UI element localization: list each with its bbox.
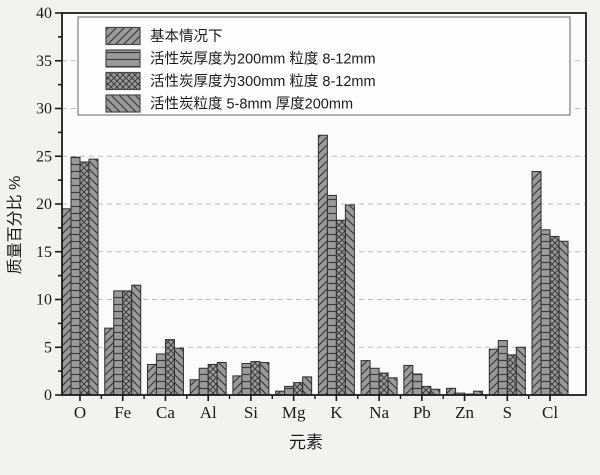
x-category-label: Pb [413,403,431,422]
bar [216,362,227,396]
y-tick-label: 30 [36,101,52,118]
legend-box [77,16,571,116]
x-category-label: S [503,403,512,422]
y-axis-title: 质量百分比 % [6,176,24,275]
legend-swatch-horizontal [105,49,141,68]
legend-swatch-diagonal-backward [105,94,141,113]
bar [173,347,184,396]
bar [88,158,99,396]
bar [497,340,508,396]
axes: 0 5 10 15 20 25 30 35 40 O Fe Ca Al Si Mg K Na Pb Zn S Cl [36,5,587,422]
bar [198,367,209,396]
y-tick-label: 5 [44,339,52,356]
bar [421,385,432,396]
bar [488,348,499,396]
bar [131,284,142,396]
bar [387,377,398,396]
bar [412,373,423,396]
bar [250,361,261,396]
x-category-label: O [74,403,86,422]
bar [207,363,218,396]
bar [558,240,569,396]
legend-label: 基本情况下 [150,28,223,45]
x-category-label: Fe [114,403,131,422]
bar [79,161,90,396]
bar [61,208,72,396]
legend-label: 活性炭厚度为200mm 粒度 8-12mm [150,51,376,68]
bar [113,290,124,396]
legend-swatch-crosshatch [105,71,141,91]
x-category-label: Na [369,403,389,422]
bar [335,219,346,396]
bar [293,382,304,396]
bar [540,229,551,396]
legend-item: 活性炭厚度为300mm 粒度 8-12mm [105,71,376,91]
y-tick-label: 20 [36,196,52,213]
legend-item: 活性炭粒度 5-8mm 厚度200mm [105,94,353,113]
y-tick-label: 0 [44,387,52,404]
bar [360,360,371,396]
bar [549,235,560,396]
bar [259,362,270,396]
bar-series [61,134,569,396]
x-category-label: Ca [156,403,175,422]
bar [378,372,389,396]
bar [403,364,414,396]
y-tick-label: 25 [36,148,52,165]
bar [446,387,457,396]
bar [302,376,313,396]
x-category-label: K [330,403,343,422]
legend-item: 活性炭厚度为200mm 粒度 8-12mm [105,49,376,68]
bar [284,385,295,396]
bar [506,354,517,396]
x-category-label: Zn [455,403,474,422]
bar [70,156,81,396]
y-tick-label: 10 [36,292,52,309]
bar [515,346,526,396]
x-category-label: Mg [282,403,306,422]
bar [189,379,200,396]
bar [104,327,115,396]
legend-label: 活性炭粒度 5-8mm 厚度200mm [150,96,353,113]
bar [146,363,157,396]
bar [531,171,542,396]
bar [326,194,337,396]
y-tick-label: 40 [36,5,52,22]
bar [232,375,243,396]
bar [344,204,355,396]
x-category-label: Si [244,403,258,422]
x-axis-title: 元素 [289,433,323,452]
x-category-label: Cl [542,403,558,422]
bar [241,362,252,396]
y-tick-label: 15 [36,244,52,261]
bar [164,339,175,396]
bar [122,290,133,396]
bar [155,353,166,396]
legend-label: 活性炭厚度为300mm 粒度 8-12mm [150,73,376,90]
y-tick-label: 35 [36,53,52,70]
x-category-label: Al [200,403,217,422]
legend-swatch-diagonal-forward [105,26,141,46]
bar [369,367,380,396]
legend-item: 基本情况下 [105,26,223,46]
bar [317,134,328,396]
